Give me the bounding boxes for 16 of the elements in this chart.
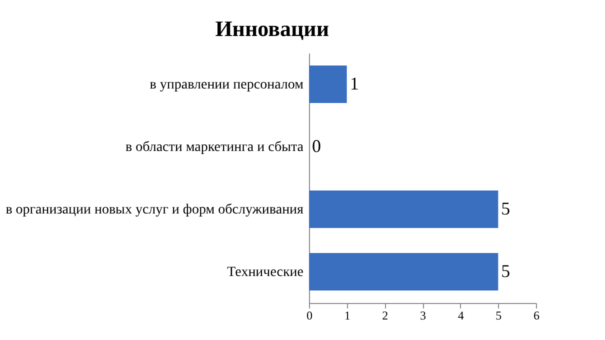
chart-title: Инновации: [215, 16, 330, 41]
x-tick-label: 0: [306, 308, 312, 322]
x-tick-label: 6: [534, 308, 540, 322]
y-tick-label: в организации новых услуг и форм обслуживания: [6, 202, 304, 218]
data-label: 0: [312, 136, 321, 156]
y-tick-label: Технические: [227, 264, 304, 280]
data-label: 1: [350, 73, 359, 94]
y-tick-label: в управлении персоналом: [150, 77, 304, 92]
data-label: 5: [501, 198, 510, 218]
x-tick-label: 3: [420, 308, 426, 322]
data-label: 5: [501, 260, 510, 281]
x-tick-label: 4: [458, 308, 464, 322]
x-tick-label: 5: [496, 308, 502, 322]
x-tick-label: 1: [344, 308, 350, 322]
y-tick-label: в области маркетинга и сбыта: [125, 140, 304, 155]
x-tick-label: 2: [382, 308, 388, 322]
